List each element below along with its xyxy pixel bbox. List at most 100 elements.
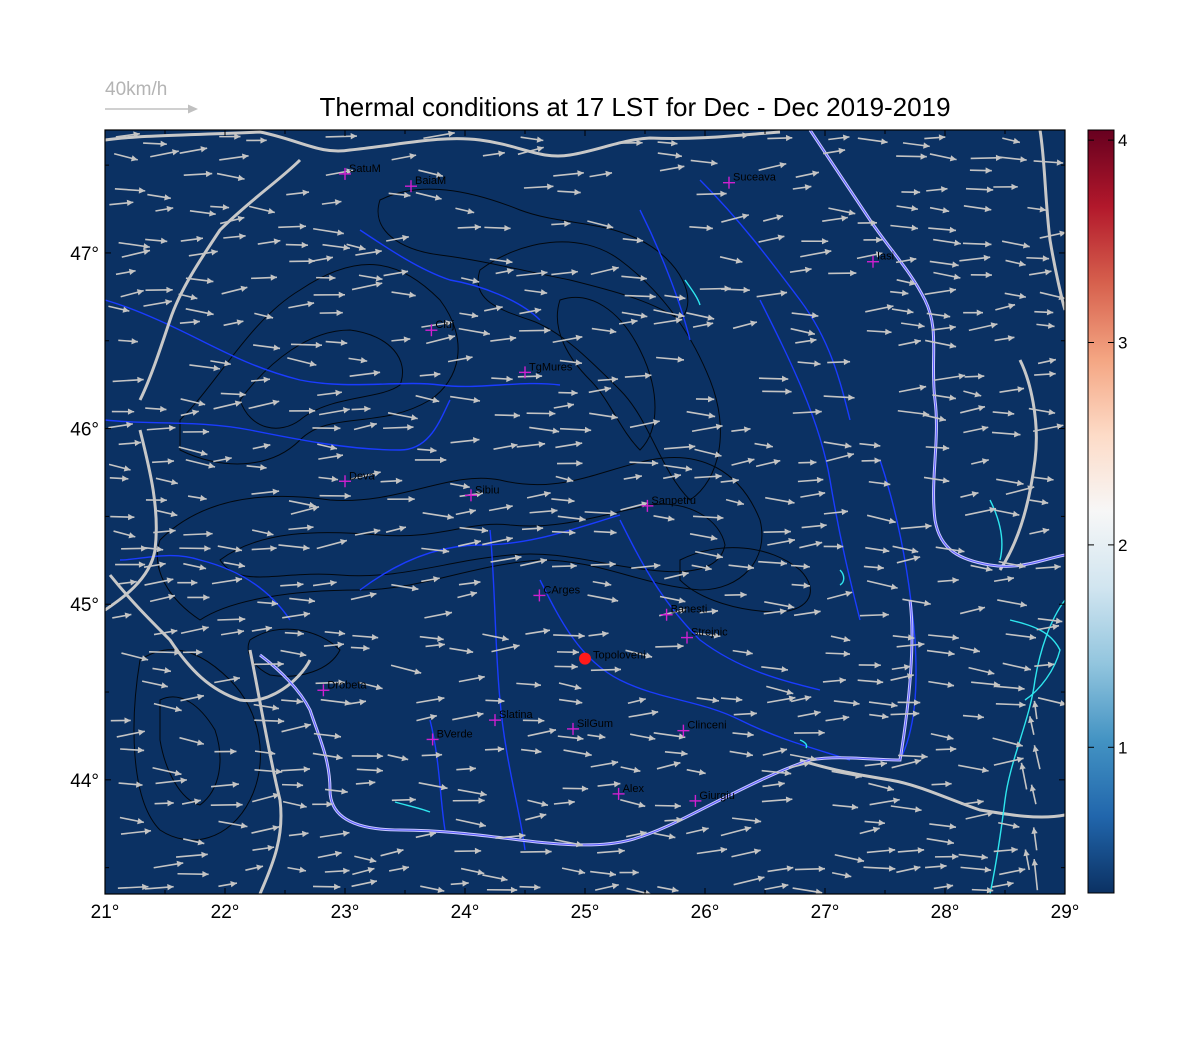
wind-arrowhead [479,821,486,828]
wind-arrow [113,530,136,538]
wind-arrow [312,752,343,759]
wind-arrowhead [681,750,688,757]
wind-arrow [995,303,1016,311]
wind-arrowhead [984,205,992,213]
wind-arrow [763,609,787,615]
wind-arrow [696,192,727,196]
wind-arrow [189,364,221,370]
wind-arrowhead [1046,475,1054,483]
wind-arrowhead [746,751,753,758]
wind-arrow [552,564,577,568]
wind-arrow [971,888,994,892]
wind-arrow [280,649,307,657]
wind-arrowhead [1018,562,1026,569]
wind-arrow [421,577,440,583]
wind-arrowhead [715,473,722,480]
wind-arrowhead [1012,822,1020,829]
wind-arrow [959,646,981,653]
wind-arrowhead [912,710,920,717]
wind-arrow [657,152,683,158]
wind-arrow [252,846,275,851]
wind-arrow [1036,323,1055,328]
wind-arrowhead [373,369,381,377]
wind-arrow [425,643,445,648]
wind-arrowhead [605,170,613,177]
wind-arrow [896,205,918,210]
wind-arrowhead [852,700,860,707]
wind-arrow [822,679,846,683]
wind-arrow [246,465,267,469]
wind-arrow [696,848,728,855]
wind-arrowhead [437,635,444,642]
wind-arrow [153,702,182,712]
danube-prut-border [259,130,1065,847]
wind-arrowhead [341,788,348,795]
wind-arrowhead [469,508,476,515]
wind-arrow [964,375,985,378]
wind-arrow [1005,633,1037,639]
wind-arrowhead [240,822,248,829]
wind-arrowhead [841,508,848,516]
wind-arrow [188,250,218,257]
wind-arrow [290,343,323,347]
wind-arrowhead [128,532,136,539]
wind-arrowhead [270,545,277,552]
wind-arrow [763,530,791,533]
wind-arrow [416,697,445,704]
map-background [105,130,1065,894]
wind-arrow [185,458,216,468]
wind-arrow [287,866,307,872]
wind-arrowhead [337,229,344,236]
wind-arrowhead [844,442,852,449]
wind-arrow [626,831,647,838]
wind-arrow [890,224,919,230]
wind-arrow [928,227,957,232]
wind-arrow [561,867,586,874]
wind-arrow [251,378,271,382]
wind-arrowhead [133,131,140,138]
wind-arrow [864,820,886,825]
wind-arrowhead [159,405,167,413]
wind-arrow [590,761,619,768]
wind-arrowhead [505,258,513,265]
wind-arrow [114,188,146,192]
wind-arrow [324,788,348,793]
wind-arrow [252,444,271,450]
wind-arrow [210,783,239,788]
wind-arrow [449,647,474,653]
wind-arrowhead [343,244,350,251]
wind-arrowhead [164,667,171,674]
wind-arrowhead [952,261,959,268]
wind-arrow [694,448,722,457]
wind-arrowhead [233,675,240,683]
wind-arrowhead [776,214,784,221]
wind-arrow [993,757,1024,766]
wind-arrowhead [256,864,264,871]
wind-arrowhead [746,649,753,656]
wind-arrow [792,185,812,190]
wind-arrow [865,305,894,313]
wind-arrow [629,461,659,465]
wind-arrowhead [781,666,788,673]
wind-arrowhead [370,879,377,886]
wind-arrow [121,249,151,258]
wind-arrowhead [138,729,145,736]
wind-arrowhead [981,766,989,773]
wind-arrow [254,769,283,773]
wind-arrow [214,677,241,684]
wind-arrowhead [1018,867,1026,874]
wind-arrow [799,541,823,549]
wind-arrowhead [551,507,558,515]
wind-arrow [767,866,794,873]
wind-arrow [629,420,660,429]
wind-arrowhead [677,312,685,319]
highlight-marker [579,652,591,665]
wind-arrowhead [1028,716,1035,724]
wind-arrowhead [191,579,198,586]
wind-arrow [415,191,442,200]
wind-arrowhead [544,327,551,334]
wind-arrowhead [473,396,481,404]
wind-arrowhead [610,510,617,517]
wind-arrow [455,818,486,827]
wind-arrow [719,256,743,263]
